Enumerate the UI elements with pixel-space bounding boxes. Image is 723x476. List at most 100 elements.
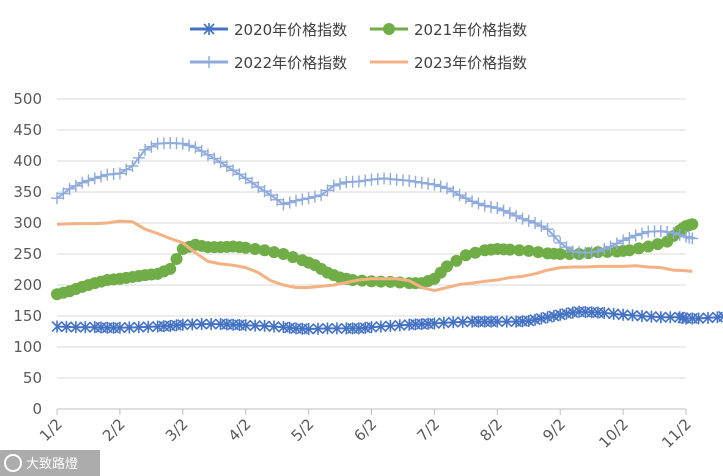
data-point — [189, 141, 202, 154]
data-point — [312, 322, 324, 335]
y-tick-label: 100 — [13, 338, 42, 356]
data-point — [142, 320, 154, 333]
data-point — [264, 189, 277, 202]
data-point — [428, 317, 440, 330]
data-point — [302, 192, 315, 205]
data-point — [522, 214, 535, 227]
data-point — [459, 192, 472, 205]
data-point — [79, 321, 91, 334]
data-point — [249, 243, 262, 256]
data-point — [95, 170, 108, 183]
x-tick-label: 3/2 — [162, 415, 192, 445]
data-point — [554, 248, 567, 260]
data-point — [610, 237, 623, 250]
x-tick-label: 4/2 — [225, 415, 255, 445]
data-point — [308, 190, 321, 203]
data-point — [139, 143, 152, 156]
data-point — [290, 194, 303, 207]
data-point — [655, 311, 667, 324]
y-tick-label: 50 — [23, 369, 42, 387]
data-point — [208, 152, 221, 165]
data-point — [522, 244, 535, 257]
data-point — [145, 140, 158, 153]
data-point — [375, 320, 387, 333]
data-point — [450, 254, 463, 267]
data-point — [529, 217, 542, 229]
y-tick-label: 0 — [32, 400, 42, 418]
data-point — [259, 319, 271, 332]
data-point — [547, 230, 560, 243]
data-point — [196, 318, 208, 331]
data-point — [51, 192, 63, 205]
data-point — [510, 209, 523, 222]
data-point — [126, 159, 139, 172]
data-point — [651, 238, 664, 251]
data-point — [51, 320, 63, 333]
data-point — [69, 179, 82, 192]
data-point — [516, 212, 529, 225]
y-tick-label: 350 — [13, 183, 42, 201]
data-point — [604, 240, 617, 253]
data-point — [591, 245, 604, 258]
data-point — [258, 244, 271, 257]
data-point — [123, 321, 135, 334]
x-tick-label: 9/2 — [539, 415, 569, 445]
legend-label: 2023年价格指数 — [414, 54, 527, 72]
data-point — [680, 230, 692, 243]
data-point — [186, 318, 198, 331]
data-point — [428, 178, 441, 191]
data-point — [164, 262, 177, 275]
data-point — [76, 176, 89, 189]
data-point — [541, 223, 554, 236]
x-tick-label: 2/2 — [99, 415, 129, 445]
data-point — [359, 174, 372, 187]
data-point — [365, 321, 378, 334]
data-point — [469, 246, 482, 259]
data-point — [176, 137, 189, 150]
watermark-bg — [0, 450, 100, 476]
data-point — [667, 226, 680, 239]
y-tick-label: 500 — [13, 90, 42, 108]
watermark: 大致路燈 — [0, 450, 100, 476]
data-point — [683, 231, 696, 244]
data-point — [303, 323, 315, 336]
watermark-logo-icon — [4, 454, 22, 472]
data-point — [629, 229, 642, 242]
data-point — [63, 182, 76, 195]
data-point — [718, 310, 723, 323]
data-point — [459, 249, 472, 262]
data-point — [554, 236, 567, 249]
data-point — [415, 176, 428, 189]
x-tick-label: 5/2 — [288, 415, 318, 445]
x-tick-label: 10/2 — [595, 415, 632, 452]
data-point — [632, 242, 645, 255]
legend-marker-icon — [383, 23, 395, 35]
data-point — [626, 309, 639, 322]
data-point — [635, 227, 648, 240]
data-point — [466, 195, 479, 208]
legend-label: 2020年价格指数 — [234, 21, 347, 39]
data-point — [88, 172, 101, 185]
data-point — [673, 228, 686, 241]
data-point — [447, 185, 460, 198]
x-tick-label: 8/2 — [476, 415, 506, 445]
data-point — [686, 232, 699, 245]
data-point — [623, 244, 636, 257]
data-point — [434, 180, 447, 193]
series-line — [56, 142, 693, 254]
data-point — [249, 319, 261, 332]
data-point — [283, 196, 296, 209]
y-tick-label: 300 — [13, 214, 42, 232]
data-point — [331, 322, 343, 335]
data-point — [617, 234, 630, 247]
legend-label: 2022年价格指数 — [234, 54, 347, 72]
data-point — [478, 199, 491, 212]
data-point — [608, 307, 620, 320]
series-line — [56, 219, 693, 293]
data-point — [268, 246, 281, 259]
data-point — [491, 315, 503, 328]
data-point — [617, 308, 629, 321]
data-point — [286, 251, 299, 264]
data-point — [268, 320, 280, 333]
data-point — [321, 322, 334, 335]
